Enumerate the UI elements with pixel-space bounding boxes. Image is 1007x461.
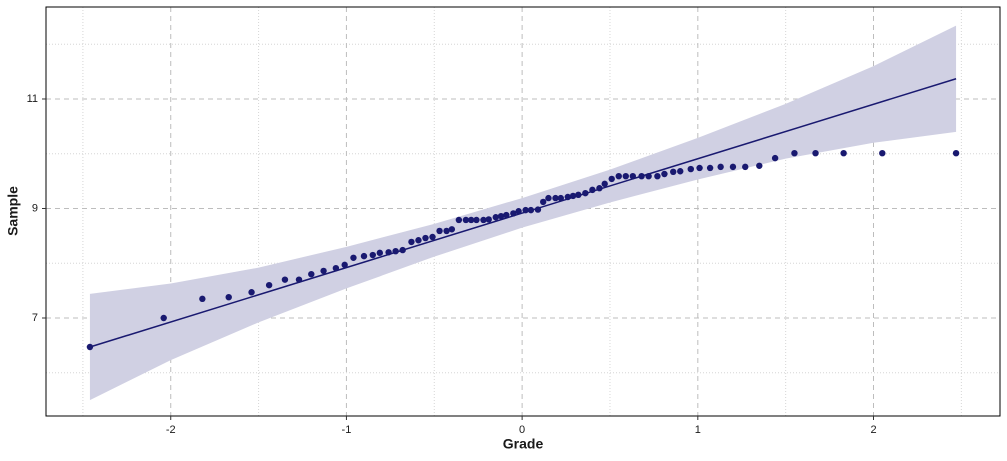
point [540,198,547,206]
point [840,149,847,157]
point [661,170,668,178]
point [415,237,422,244]
point [467,216,475,224]
point [408,238,415,246]
point [515,208,522,215]
panel-border [45,6,1001,417]
point [86,343,94,351]
point [687,165,694,173]
point [341,261,348,269]
x-tick-label: 1 [695,424,701,436]
point [608,175,615,183]
point [952,149,960,157]
point [462,216,470,224]
point [160,314,167,322]
point [497,212,505,220]
point [654,172,661,180]
point [225,293,232,301]
point [638,172,645,180]
point [385,249,392,256]
point [448,226,456,233]
point [492,214,499,221]
point [670,168,677,176]
point [392,247,399,255]
point [596,185,603,192]
x-tick-label: 0 [519,424,525,436]
point [265,281,273,289]
point [601,180,608,188]
x-tick-label: -2 [166,424,176,436]
point [615,172,622,180]
point [552,194,559,202]
point [564,193,572,201]
y-axis-title: Sample [5,186,21,236]
point [360,252,368,260]
point [332,264,340,272]
point [706,164,714,172]
y-tick-label: 7 [32,312,38,324]
point [436,227,443,235]
point [281,276,289,283]
point [791,149,798,157]
point [582,189,589,197]
point [756,162,763,169]
y-tick-label: 11 [27,93,38,105]
point [199,295,206,303]
x-tick-label: -1 [342,424,352,436]
point [569,192,577,200]
x-tick-label: 2 [870,424,876,436]
x-axis-title: Grade [503,436,544,452]
point [522,206,529,214]
point [399,246,406,254]
point [376,249,384,257]
point [729,163,737,171]
point [455,216,463,224]
point [527,206,535,214]
point [812,149,819,157]
point [510,210,517,217]
point [350,254,357,261]
point [422,234,429,242]
point [473,216,480,224]
point [589,186,596,194]
point [545,194,552,202]
point [295,276,303,283]
point [879,149,886,157]
point [369,251,376,259]
point [557,194,564,202]
point [480,216,487,224]
point [677,168,684,175]
point [717,163,724,171]
point [696,164,703,172]
point [622,172,629,180]
point [248,289,255,296]
point [308,270,315,278]
point [429,233,436,241]
point [503,211,510,219]
reference-line [89,78,957,348]
point [443,227,450,235]
y-tick-label: 9 [32,202,38,214]
point [629,172,637,180]
point [771,154,779,162]
point [742,163,749,171]
point [645,172,652,180]
point [534,206,542,213]
point [575,191,582,199]
point [320,267,327,275]
point [485,216,492,223]
